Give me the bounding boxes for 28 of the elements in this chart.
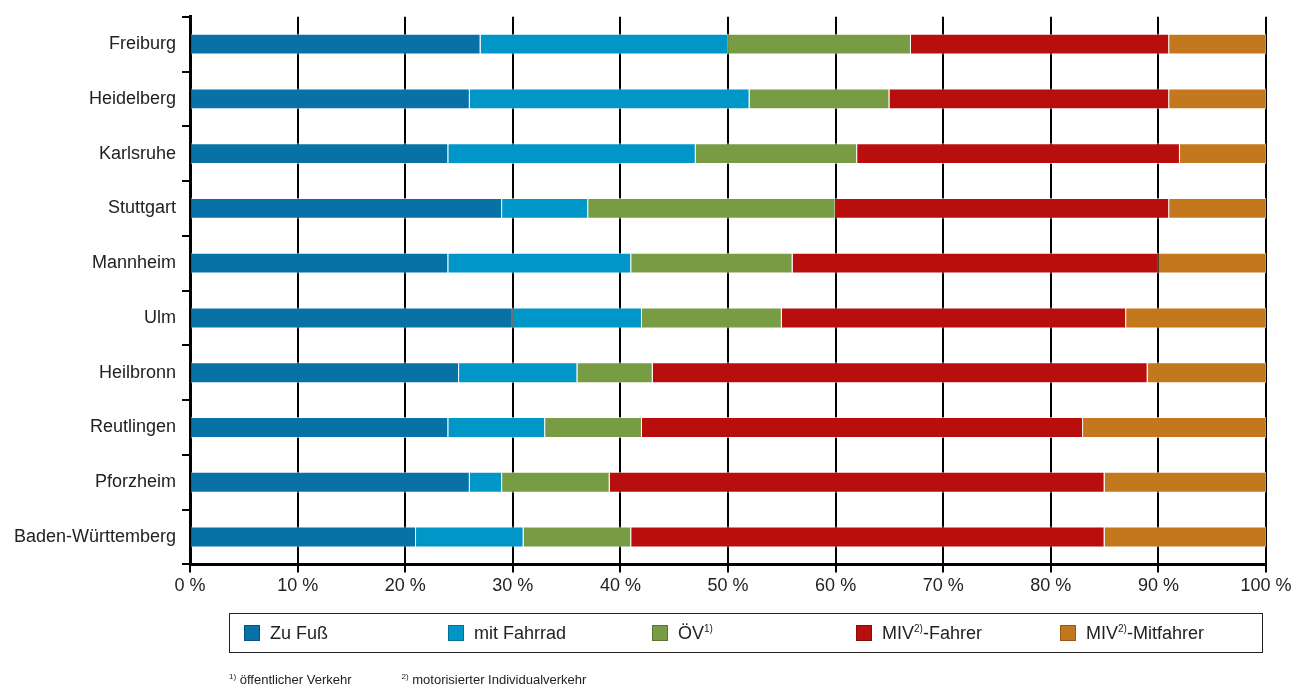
y-tick-label: Reutlingen	[90, 416, 177, 437]
x-tick-label: 10 %	[277, 575, 319, 596]
y-tick-label: Mannheim	[92, 252, 177, 273]
x-tick-label: 70 %	[922, 575, 964, 596]
y-tick-label: Ulm	[144, 306, 177, 327]
y-tick-label: Freiburg	[109, 33, 177, 54]
x-tick-label: 60 %	[815, 575, 857, 596]
x-tick-label: 50 %	[707, 575, 749, 596]
legend-label: Zu Fuß	[270, 622, 329, 644]
x-tick-label: 80 %	[1030, 575, 1072, 596]
y-tick-label: Stuttgart	[108, 197, 177, 218]
legend-label: mit Fahrrad	[474, 622, 567, 644]
y-tick-label: Baden-Württemberg	[13, 525, 177, 546]
y-tick-label: Heilbronn	[99, 361, 177, 382]
x-tick-label: 20 %	[384, 575, 426, 596]
y-tick-label: Heidelberg	[89, 87, 177, 108]
x-tick-label: 0 %	[174, 575, 206, 596]
y-tick-label: Pforzheim	[95, 471, 177, 492]
text: $^{2)}$ motorisierter Individualverkehr	[401, 672, 587, 688]
legend-label: MIV$^{2)}$-Mitfahrer	[1086, 622, 1204, 644]
legend-label: MIV$^{2)}$-Fahrer	[882, 622, 982, 644]
x-tick-label: 30 %	[492, 575, 534, 596]
legend-label: ÖV$^{1)}$	[678, 622, 713, 644]
x-tick-label: 100 %	[1240, 575, 1292, 596]
x-tick-label: 90 %	[1137, 575, 1179, 596]
y-tick-label: Karlsruhe	[99, 142, 177, 163]
text: $^{1)}$ öffentlicher Verkehr	[229, 672, 352, 688]
x-tick-label: 40 %	[599, 575, 641, 596]
